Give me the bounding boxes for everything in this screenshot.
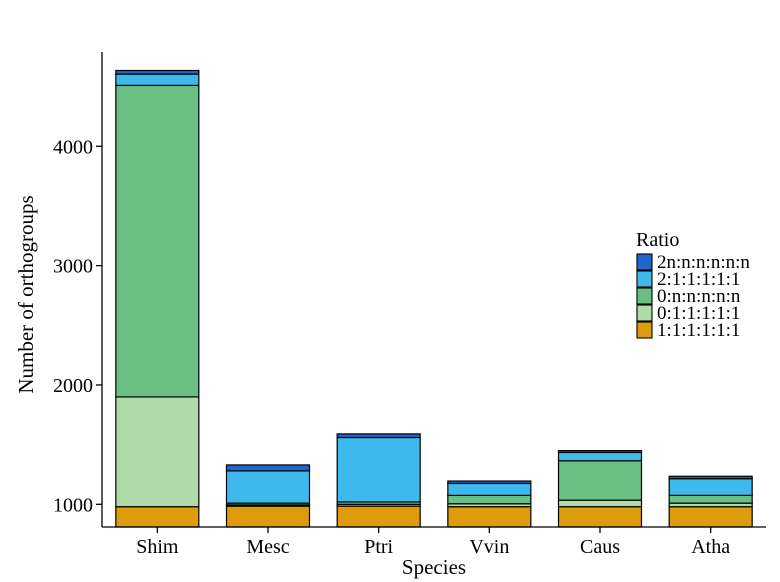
x-axis-label: Species <box>402 555 466 579</box>
bar-segment-caus-2 <box>557 499 643 508</box>
bar-segment-mesc-4 <box>225 470 311 504</box>
y-tick-label: 3000 <box>53 256 93 278</box>
bar-segment-shim-3 <box>115 84 200 398</box>
bar-segment-shim-1 <box>115 506 200 528</box>
y-tick-label: 1000 <box>53 494 93 516</box>
x-tick-label-mesc: Mesc <box>246 536 289 558</box>
bar-segment-atha-1 <box>668 506 753 528</box>
x-tick-label-atha: Atha <box>691 536 730 558</box>
bar-segment-atha-3 <box>668 494 753 504</box>
bar-segment-atha-5 <box>668 475 753 480</box>
y-axis-label: Number of orthogroups <box>14 195 38 393</box>
bars-layer <box>115 69 753 528</box>
bar-segment-caus-5 <box>557 450 643 454</box>
y-ticks: 1000 2000 3000 4000 <box>53 136 102 516</box>
x-tick-label-vvin: Vvin <box>469 536 509 558</box>
bar-segment-ptri-5 <box>336 433 421 439</box>
legend-label: 2n:n:n:n:n:n <box>657 252 750 273</box>
bar-segment-vvin-1 <box>447 506 532 528</box>
legend-label: 0:1:1:1:1:1 <box>657 303 740 324</box>
legend-swatch <box>636 304 653 322</box>
bar-segment-vvin-5 <box>447 480 532 485</box>
legend-label: 1:1:1:1:1:1 <box>657 320 740 341</box>
bar-segment-caus-4 <box>557 451 643 462</box>
bar-segment-mesc-5 <box>225 464 311 472</box>
legend-label: 2:1:1:1:1:1 <box>657 269 740 290</box>
bar-segment-caus-1 <box>557 506 643 528</box>
x-tick-label-ptri: Ptri <box>364 536 393 558</box>
legend-swatch <box>636 321 653 339</box>
bar-segment-mesc-1 <box>225 505 311 528</box>
bar-segment-shim-5 <box>115 69 200 75</box>
y-tick-label: 2000 <box>53 375 93 397</box>
bar-segment-atha-4 <box>668 478 753 496</box>
x-tick-label-caus: Caus <box>580 536 620 558</box>
bar-segment-caus-3 <box>557 460 643 501</box>
legend-title: Ratio <box>636 229 679 251</box>
x-ticks: Shim Mesc Ptri Vvin Caus Atha <box>136 527 730 558</box>
y-tick-label: 4000 <box>53 136 93 158</box>
legend-swatch <box>636 287 653 305</box>
bar-segment-shim-2 <box>115 396 200 508</box>
axes-layer <box>101 52 766 528</box>
bar-segment-vvin-3 <box>447 494 532 505</box>
bar-segment-shim-4 <box>115 73 200 87</box>
bar-segment-vvin-4 <box>447 482 532 496</box>
legend-swatch <box>636 253 653 271</box>
bar-segment-ptri-1 <box>336 505 421 528</box>
legend-label: 0:n:n:n:n:n <box>657 286 741 307</box>
legend: Ratio 2n:n:n:n:n:n2:1:1:1:1:10:n:n:n:n:n… <box>636 229 750 341</box>
legend-swatch <box>636 270 653 288</box>
x-tick-label-shim: Shim <box>136 536 179 558</box>
bar-segment-ptri-4 <box>336 436 421 503</box>
